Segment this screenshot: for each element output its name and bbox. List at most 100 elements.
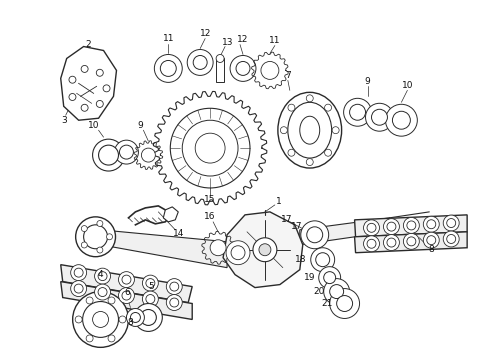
Circle shape [343, 98, 371, 126]
Circle shape [371, 109, 388, 125]
Polygon shape [61, 265, 192, 302]
Circle shape [318, 267, 341, 289]
Circle shape [387, 238, 396, 247]
Circle shape [98, 272, 107, 280]
Circle shape [71, 280, 87, 297]
Circle shape [122, 291, 131, 300]
Circle shape [324, 272, 336, 284]
Circle shape [75, 316, 82, 323]
Text: 15: 15 [204, 195, 216, 204]
Circle shape [367, 239, 376, 248]
Circle shape [367, 223, 376, 232]
Text: 1: 1 [276, 197, 282, 206]
Ellipse shape [300, 116, 319, 144]
Circle shape [403, 233, 419, 249]
Circle shape [332, 127, 339, 134]
Circle shape [316, 253, 330, 267]
Circle shape [288, 149, 295, 156]
Circle shape [306, 95, 313, 102]
Circle shape [392, 111, 410, 129]
Text: 9: 9 [365, 77, 370, 86]
Circle shape [210, 240, 226, 256]
Circle shape [108, 297, 115, 304]
Circle shape [311, 248, 335, 272]
Circle shape [142, 148, 155, 162]
Text: 17: 17 [291, 222, 302, 231]
Circle shape [81, 66, 88, 72]
Text: 6: 6 [124, 288, 130, 297]
Circle shape [95, 284, 111, 300]
Circle shape [120, 145, 133, 159]
Circle shape [71, 265, 87, 280]
Circle shape [170, 282, 179, 291]
Circle shape [307, 227, 323, 243]
Circle shape [253, 238, 277, 262]
Circle shape [130, 312, 141, 323]
Circle shape [166, 279, 182, 294]
Polygon shape [223, 212, 303, 288]
Circle shape [146, 279, 155, 288]
Text: 12: 12 [237, 35, 249, 44]
Circle shape [106, 234, 113, 240]
Circle shape [187, 50, 213, 75]
Circle shape [86, 297, 93, 304]
Circle shape [324, 279, 349, 305]
Polygon shape [355, 232, 467, 253]
Circle shape [280, 127, 287, 134]
Text: 18: 18 [295, 255, 307, 264]
Circle shape [259, 244, 271, 256]
Text: 3: 3 [61, 116, 67, 125]
Circle shape [84, 225, 107, 249]
Circle shape [337, 296, 353, 311]
Circle shape [146, 294, 155, 303]
Circle shape [93, 139, 124, 171]
Circle shape [97, 69, 103, 76]
Circle shape [141, 310, 156, 325]
Circle shape [231, 246, 245, 260]
Polygon shape [163, 207, 178, 222]
Circle shape [75, 217, 116, 257]
Circle shape [69, 76, 76, 83]
Polygon shape [100, 230, 227, 268]
Circle shape [403, 217, 419, 233]
Text: 7: 7 [285, 71, 291, 80]
Circle shape [103, 85, 110, 92]
Circle shape [73, 292, 128, 347]
Circle shape [154, 54, 182, 82]
Circle shape [288, 104, 295, 111]
Circle shape [407, 221, 416, 230]
Text: 20: 20 [313, 287, 324, 296]
Circle shape [230, 55, 256, 81]
Circle shape [170, 298, 179, 307]
Circle shape [443, 231, 459, 247]
Circle shape [226, 241, 250, 265]
Circle shape [261, 62, 279, 80]
Circle shape [69, 94, 76, 100]
Circle shape [384, 219, 399, 235]
Circle shape [74, 268, 83, 277]
Circle shape [384, 235, 399, 251]
Text: 2: 2 [86, 40, 92, 49]
Text: 21: 21 [321, 299, 332, 308]
Circle shape [324, 104, 332, 111]
Circle shape [160, 60, 176, 76]
Circle shape [115, 140, 138, 164]
Text: 5: 5 [148, 282, 154, 291]
Circle shape [81, 104, 88, 111]
Circle shape [182, 120, 238, 176]
Circle shape [97, 247, 103, 253]
Circle shape [364, 236, 379, 252]
Circle shape [407, 237, 416, 246]
Text: 10: 10 [402, 81, 413, 90]
Ellipse shape [288, 102, 332, 158]
Text: 4: 4 [98, 270, 103, 279]
Polygon shape [61, 282, 192, 319]
Circle shape [349, 104, 366, 120]
Text: 9: 9 [138, 121, 143, 130]
Circle shape [126, 309, 145, 327]
Text: 16: 16 [204, 212, 216, 221]
Circle shape [171, 108, 250, 188]
Circle shape [81, 226, 87, 231]
Text: 11: 11 [163, 34, 174, 43]
Text: 12: 12 [199, 29, 211, 38]
